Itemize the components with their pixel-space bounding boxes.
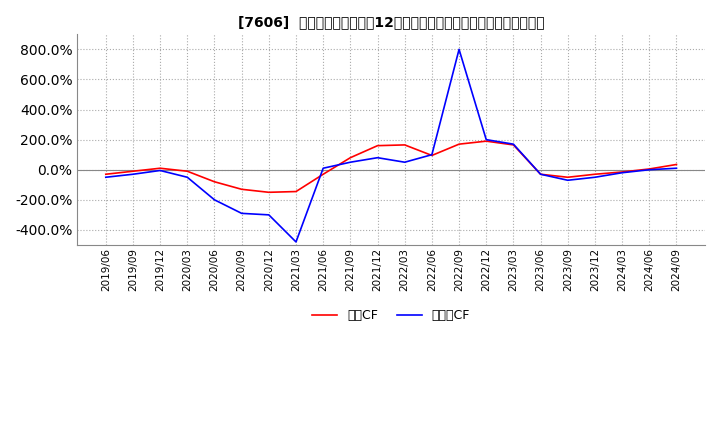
営業CF [156,165,164,171]
営業CF [455,142,464,147]
営業CF [645,166,654,172]
フリーCF [373,155,382,160]
営業CF [346,155,355,160]
営業CF [129,169,138,174]
営業CF [319,172,328,177]
フリーCF [455,47,464,52]
営業CF [509,142,518,147]
営業CF [373,143,382,148]
フリーCF [319,165,328,171]
フリーCF [564,178,572,183]
営業CF [238,187,246,192]
営業CF [672,162,681,167]
営業CF [590,172,599,177]
フリーCF [264,212,273,217]
Title: [7606]  キャッシュフローの12か月移動合計の対前年同期増減率の推移: [7606] キャッシュフローの12か月移動合計の対前年同期増減率の推移 [238,15,544,29]
Legend: 営業CF, フリーCF: 営業CF, フリーCF [307,304,475,327]
営業CF [564,175,572,180]
フリーCF [536,172,545,177]
営業CF [210,179,219,184]
フリーCF [292,239,300,245]
フリーCF [482,137,490,142]
フリーCF [129,172,138,177]
営業CF [400,142,409,147]
営業CF [102,172,110,177]
フリーCF [156,168,164,173]
営業CF [183,169,192,174]
フリーCF [509,142,518,147]
フリーCF [238,211,246,216]
営業CF [428,153,436,158]
Line: フリーCF: フリーCF [106,49,677,242]
フリーCF [102,175,110,180]
フリーCF [400,160,409,165]
フリーCF [183,175,192,180]
営業CF [264,190,273,195]
フリーCF [346,160,355,165]
フリーCF [645,167,654,172]
営業CF [292,189,300,194]
フリーCF [618,170,626,176]
営業CF [536,172,545,177]
営業CF [482,139,490,144]
フリーCF [428,152,436,158]
営業CF [618,169,626,175]
フリーCF [210,197,219,202]
Line: 営業CF: 営業CF [106,141,677,192]
フリーCF [672,165,681,171]
フリーCF [590,175,599,180]
